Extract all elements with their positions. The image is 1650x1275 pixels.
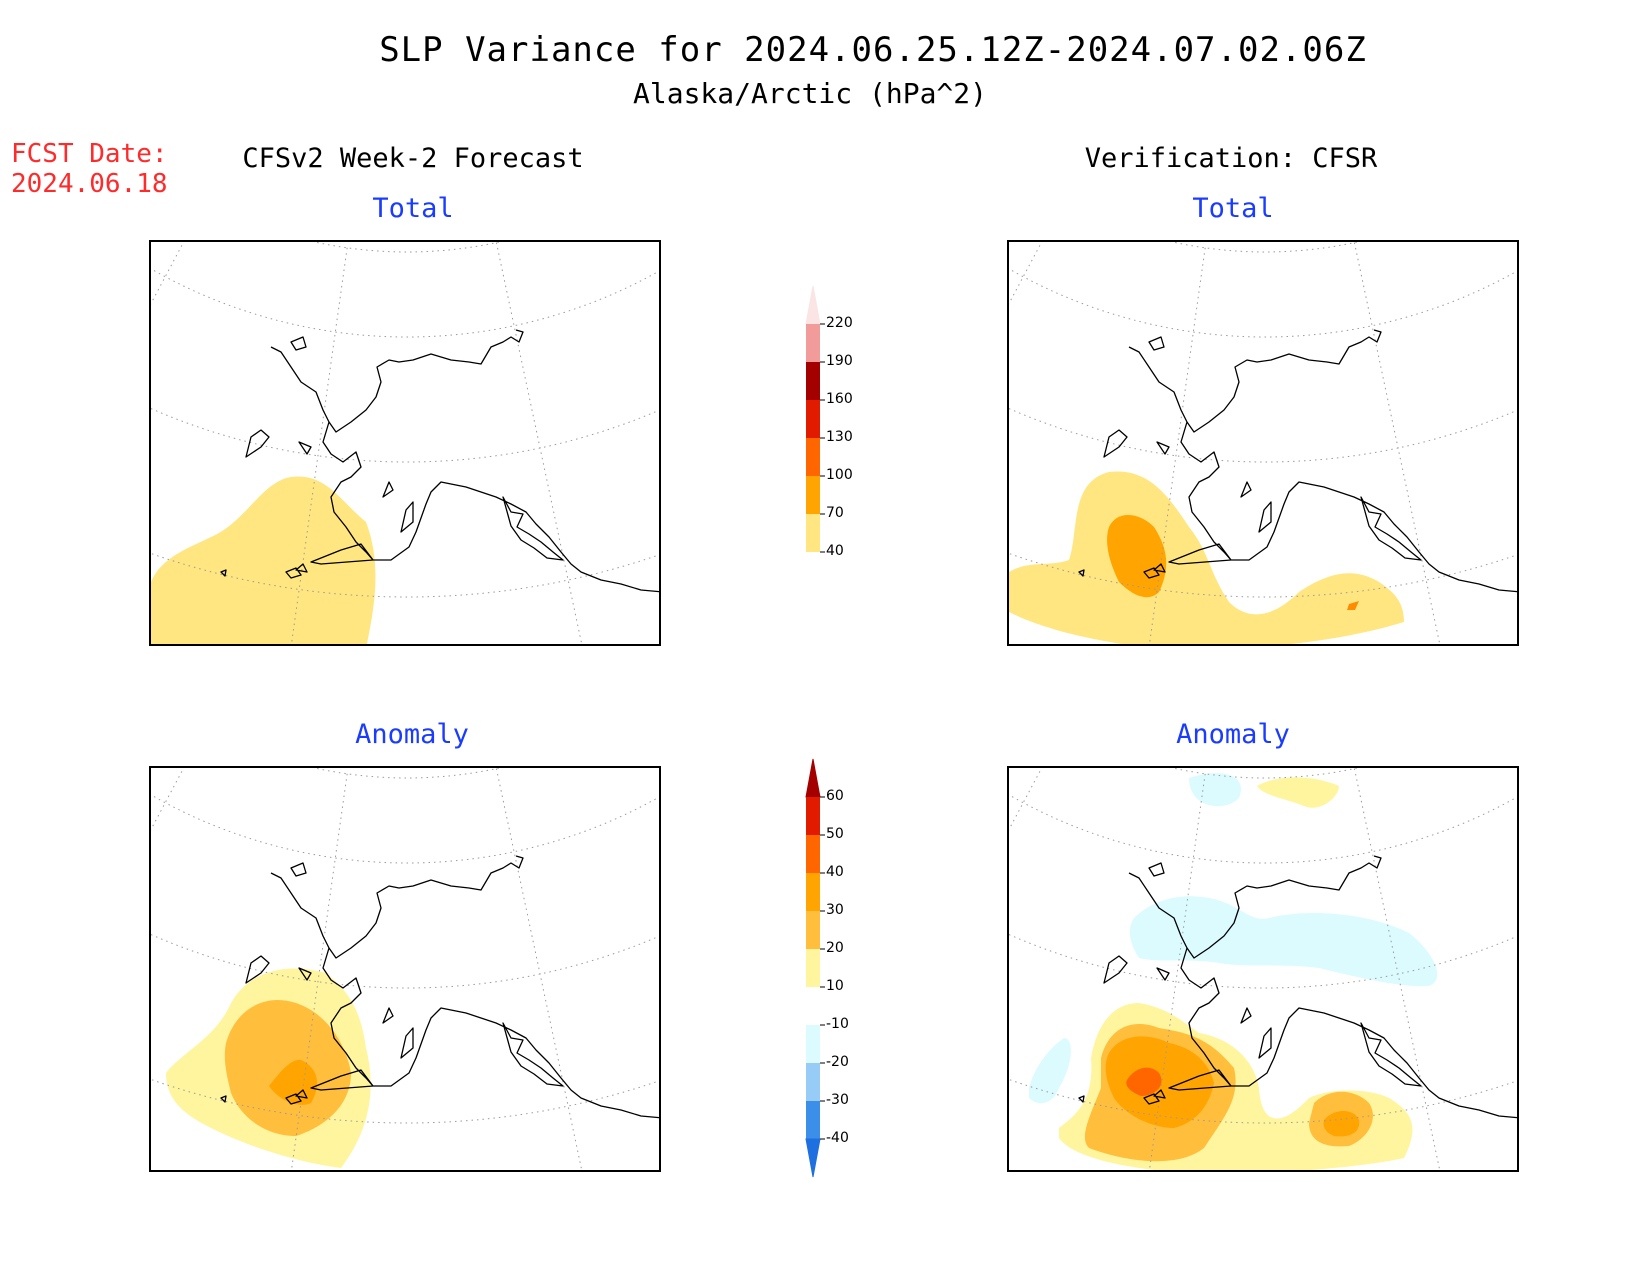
fcst-date-label: FCST Date: — [11, 139, 168, 169]
colorbar-anomaly: 60 50 40 30 20 10 -10 -20 -30 -40 — [790, 755, 870, 1195]
panel-label-verification-total: Total — [1192, 193, 1274, 224]
colorbar-swatch — [806, 438, 820, 476]
colorbar-tick-label: 40 — [826, 543, 844, 559]
colorbar-anomaly-swatches — [805, 758, 825, 1178]
contour-70-100-gulf — [1347, 601, 1359, 610]
contour-neg10-west — [1029, 1038, 1071, 1104]
colorbar-tick-label: -40 — [826, 1130, 849, 1146]
colorbar-swatch — [806, 797, 820, 835]
coastline — [220, 329, 659, 593]
contour-neg10-north — [1129, 896, 1438, 987]
colorbar-swatch — [806, 362, 820, 400]
colorbar-tick-label: 70 — [826, 505, 844, 521]
colorbar-swatch — [805, 285, 821, 325]
colorbar-tick-label: 20 — [826, 940, 844, 956]
colorbar-swatch — [806, 324, 820, 362]
colorbar-tick-label: -10 — [826, 1016, 849, 1032]
column-title-forecast: CFSv2 Week-2 Forecast — [242, 143, 584, 174]
contour-10-20-top — [1257, 777, 1339, 808]
basemap-layer — [1009, 242, 1517, 644]
map-forecast-total — [149, 240, 661, 646]
graticule-line — [1009, 768, 1517, 1170]
panel-label-verification-anomaly: Anomaly — [1176, 719, 1290, 750]
colorbar-swatch — [806, 987, 820, 1025]
colorbar-swatch — [806, 949, 820, 987]
colorbar-tick-label: 60 — [826, 788, 844, 804]
coastline — [1078, 855, 1517, 1119]
basemap-layer — [1009, 768, 1517, 1170]
colorbar-tick-label: 50 — [826, 826, 844, 842]
chart-subtitle: Alaska/Arctic (hPa^2) — [632, 77, 988, 110]
contour-40-50 — [1126, 1067, 1162, 1096]
colorbar-tick-label: 40 — [826, 864, 844, 880]
colorbar-swatch — [806, 835, 820, 873]
panel-label-forecast-anomaly: Anomaly — [355, 719, 469, 750]
map-forecast-anomaly — [149, 766, 661, 1172]
coastline — [220, 855, 659, 1119]
colorbar-tick-label: 100 — [826, 467, 853, 483]
graticule-line — [151, 768, 659, 1170]
colorbar-tick-label: -30 — [826, 1092, 849, 1108]
column-title-verification: Verification: CFSR — [1084, 143, 1378, 174]
colorbar-swatch — [805, 758, 821, 798]
colorbar-swatch — [806, 873, 820, 911]
colorbar-swatch — [806, 476, 820, 514]
map-verification-anomaly — [1007, 766, 1519, 1172]
colorbar-swatch — [806, 911, 820, 949]
contour-40-70 — [151, 476, 376, 644]
colorbar-swatch — [806, 1063, 820, 1101]
colorbar-swatch — [805, 1138, 821, 1178]
colorbar-total: 220 190 160 130 100 70 40 — [790, 280, 870, 620]
colorbar-tick-label: 130 — [826, 429, 853, 445]
panel-label-forecast-total: Total — [372, 193, 454, 224]
colorbar-swatch — [806, 514, 820, 552]
graticule-line — [1009, 242, 1517, 644]
colorbar-tick-label: 30 — [826, 902, 844, 918]
colorbar-swatch — [806, 1101, 820, 1139]
colorbar-tick-label: 220 — [826, 315, 853, 331]
colorbar-swatch — [806, 1025, 820, 1063]
basemap-layer — [151, 768, 659, 1170]
contour-neg10-top — [1189, 773, 1241, 807]
chart-title: SLP Variance for 2024.06.25.12Z-2024.07.… — [379, 30, 1367, 70]
fcst-date-value: 2024.06.18 — [11, 169, 168, 199]
colorbar-tick-label: -20 — [826, 1054, 849, 1070]
colorbar-swatch — [806, 400, 820, 438]
colorbar-tick-label: 10 — [826, 978, 844, 994]
map-verification-total — [1007, 240, 1519, 646]
colorbar-tick-label: 160 — [826, 391, 853, 407]
coastline — [1078, 329, 1517, 593]
colorbar-total-swatches — [805, 285, 825, 553]
contour-40-70 — [1009, 471, 1404, 644]
colorbar-tick-label: 190 — [826, 353, 853, 369]
graticule-line — [151, 242, 659, 644]
basemap-layer — [151, 242, 659, 644]
contour-30-40-gulf — [1323, 1111, 1360, 1137]
